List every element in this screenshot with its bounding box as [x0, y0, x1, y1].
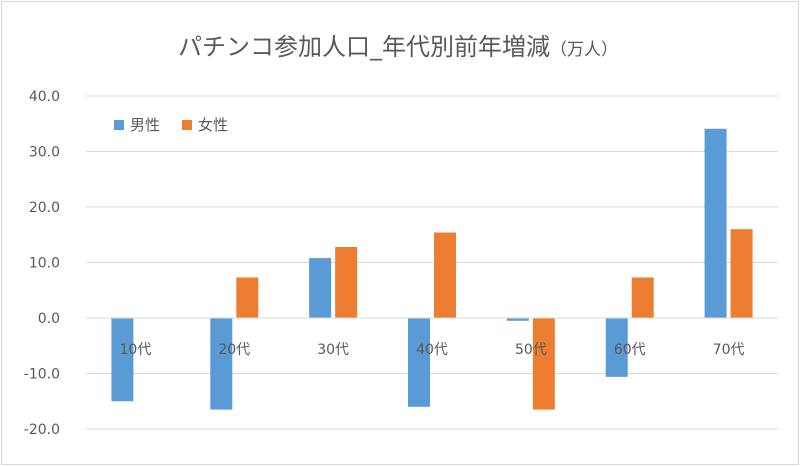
y-tick-label: 30.0 — [29, 145, 60, 161]
bar-male-70s — [704, 128, 727, 318]
y-axis-ticks: 40.0 30.0 20.0 10.0 0.0 -10.0 -20.0 — [24, 89, 60, 438]
y-tick-label: -10.0 — [24, 367, 60, 383]
x-category-label: 40代 — [416, 342, 448, 358]
x-category-label: 10代 — [120, 342, 152, 358]
bar-female-20s — [236, 277, 259, 318]
x-category-label: 50代 — [515, 342, 547, 358]
bar-male-60s — [605, 318, 628, 377]
legend-label-female: 女性 — [198, 116, 228, 134]
x-category-label: 30代 — [317, 342, 349, 358]
gridlines — [86, 95, 778, 430]
bar-female-70s — [730, 229, 753, 318]
legend: 男性 女性 — [114, 116, 228, 134]
bar-male-40s — [408, 318, 430, 407]
bar-male-50s — [506, 318, 529, 321]
chart-title-main: パチンコ参加人口_年代別前年増減 — [178, 33, 550, 61]
y-tick-label: 0.0 — [38, 311, 60, 327]
legend-swatch-male — [114, 120, 124, 130]
legend-label-male: 男性 — [130, 116, 160, 134]
x-category-label: 60代 — [614, 342, 646, 358]
y-tick-label: 40.0 — [29, 89, 60, 105]
x-axis-categories: 10代 20代 30代 40代 50代 60代 70代 — [120, 342, 745, 358]
bar-male-20s — [210, 318, 233, 410]
bar-female-30s — [335, 246, 358, 318]
bar-male-30s — [309, 258, 332, 318]
x-category-label: 20代 — [218, 342, 250, 358]
y-tick-label: 20.0 — [29, 200, 60, 216]
chart-title-unit: （万人） — [550, 40, 618, 60]
chart-title: パチンコ参加人口_年代別前年増減（万人） — [178, 33, 618, 61]
bar-female-50s — [532, 318, 555, 410]
legend-swatch-female — [182, 120, 192, 130]
y-tick-label: 10.0 — [29, 256, 60, 272]
bar-female-40s — [434, 232, 456, 318]
bars — [111, 128, 753, 410]
bar-male-10s — [111, 318, 134, 402]
y-tick-label: -20.0 — [24, 422, 60, 438]
bar-female-60s — [631, 277, 654, 318]
x-category-label: 70代 — [713, 342, 745, 358]
